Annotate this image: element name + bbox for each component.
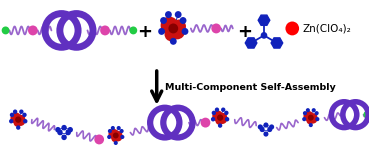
Circle shape: [158, 28, 165, 35]
Circle shape: [218, 115, 227, 124]
Circle shape: [260, 127, 265, 132]
Circle shape: [107, 135, 111, 139]
Text: Zn(ClO₄)₂: Zn(ClO₄)₂: [302, 23, 351, 33]
Circle shape: [302, 117, 306, 121]
Polygon shape: [271, 38, 283, 48]
Circle shape: [169, 24, 178, 33]
Circle shape: [23, 119, 28, 123]
Circle shape: [219, 113, 227, 121]
Circle shape: [224, 111, 229, 115]
Circle shape: [112, 135, 119, 142]
Circle shape: [303, 111, 307, 115]
Circle shape: [10, 113, 14, 117]
Circle shape: [218, 123, 222, 128]
Circle shape: [65, 130, 71, 135]
Circle shape: [113, 132, 122, 141]
Circle shape: [2, 27, 9, 34]
Circle shape: [258, 124, 263, 129]
Circle shape: [314, 111, 319, 115]
Circle shape: [315, 117, 319, 121]
Circle shape: [11, 112, 22, 124]
Circle shape: [170, 38, 177, 45]
Circle shape: [100, 25, 110, 35]
Circle shape: [309, 123, 313, 127]
Circle shape: [68, 127, 73, 132]
Circle shape: [161, 17, 178, 34]
Circle shape: [119, 129, 124, 133]
Circle shape: [120, 135, 124, 139]
Circle shape: [28, 25, 38, 35]
Circle shape: [94, 134, 104, 144]
Circle shape: [312, 108, 316, 112]
Circle shape: [308, 115, 318, 124]
Circle shape: [180, 17, 186, 24]
Circle shape: [129, 27, 137, 34]
Circle shape: [263, 132, 268, 137]
Circle shape: [15, 117, 22, 123]
Circle shape: [61, 125, 67, 130]
Circle shape: [164, 27, 178, 41]
Circle shape: [263, 122, 268, 128]
Circle shape: [16, 117, 25, 126]
Circle shape: [165, 11, 172, 18]
Circle shape: [217, 115, 223, 121]
Polygon shape: [245, 38, 257, 48]
Circle shape: [167, 22, 179, 34]
Circle shape: [306, 108, 310, 112]
Circle shape: [261, 32, 267, 39]
Circle shape: [364, 111, 371, 119]
Circle shape: [225, 117, 229, 122]
Circle shape: [172, 20, 186, 33]
Text: +: +: [138, 23, 152, 41]
Circle shape: [308, 115, 314, 121]
Circle shape: [108, 129, 112, 133]
Circle shape: [111, 126, 115, 130]
Circle shape: [17, 115, 25, 123]
Circle shape: [304, 111, 314, 121]
Circle shape: [267, 127, 272, 132]
Circle shape: [181, 28, 188, 35]
Circle shape: [215, 107, 219, 112]
Circle shape: [169, 24, 185, 39]
Circle shape: [14, 119, 22, 127]
Circle shape: [108, 129, 119, 139]
Circle shape: [201, 118, 210, 128]
Circle shape: [117, 126, 121, 130]
Circle shape: [175, 11, 181, 18]
Circle shape: [211, 24, 221, 33]
Circle shape: [57, 130, 63, 135]
Circle shape: [22, 113, 27, 117]
Circle shape: [212, 110, 223, 122]
Circle shape: [55, 127, 60, 132]
Circle shape: [211, 117, 215, 122]
Circle shape: [285, 22, 299, 35]
Circle shape: [13, 110, 17, 114]
Circle shape: [19, 110, 23, 114]
Polygon shape: [258, 15, 270, 25]
Text: Multi-Component Self-Assembly: Multi-Component Self-Assembly: [164, 83, 335, 92]
Circle shape: [310, 113, 318, 121]
Circle shape: [215, 117, 223, 125]
Circle shape: [212, 111, 216, 115]
Circle shape: [61, 135, 67, 140]
Circle shape: [307, 117, 314, 124]
Circle shape: [221, 107, 225, 112]
Circle shape: [115, 131, 122, 139]
Circle shape: [269, 124, 274, 129]
Text: +: +: [237, 23, 252, 41]
Circle shape: [9, 119, 13, 123]
Circle shape: [160, 17, 167, 24]
Circle shape: [16, 125, 20, 130]
Circle shape: [113, 132, 119, 139]
Circle shape: [114, 141, 118, 145]
